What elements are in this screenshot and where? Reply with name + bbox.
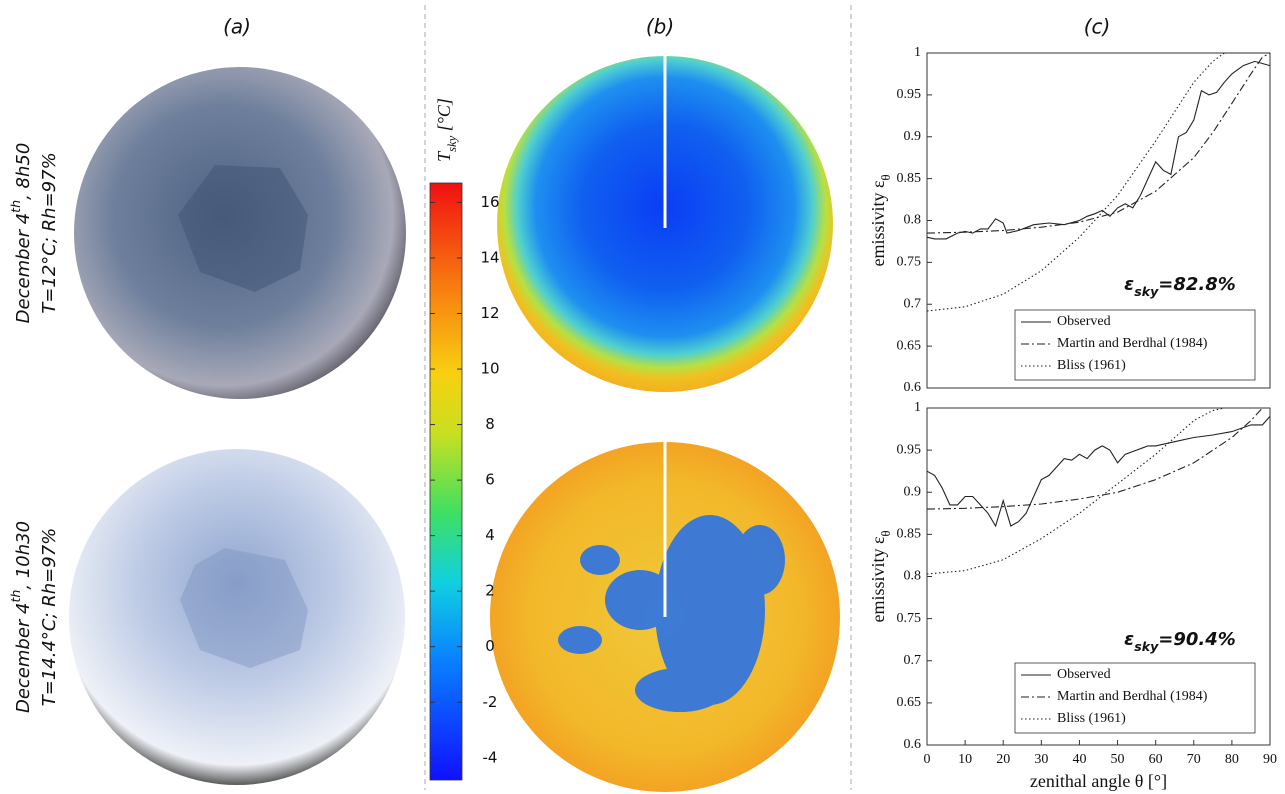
colorbar-title: Tsky [°C] (434, 98, 459, 162)
x-tick-label: 20 (996, 752, 1010, 767)
legend-label: Observed (1057, 314, 1111, 329)
annotation-part: sky (1134, 639, 1159, 654)
colorbar-tick-label: 16 (480, 193, 499, 211)
figure: (a)(b)(c)December 4th, 8h50T=12°C; Rh=97… (0, 0, 1285, 794)
colorbar-tick-label: 0 (485, 637, 495, 655)
y-tick-label: 0.9 (904, 129, 922, 144)
legend-label: Bliss (1961) (1057, 711, 1126, 726)
y-tick-label: 1 (914, 45, 921, 60)
series-line (927, 61, 1270, 239)
y-tick-label: 0.75 (897, 255, 922, 270)
y-tick-label: 0.85 (897, 171, 922, 186)
colorbar-title-part: [°C] (434, 98, 454, 136)
series-line (927, 408, 1262, 509)
annotation: εsky=82.8% (1124, 274, 1236, 299)
panel-label: (a) (223, 15, 251, 39)
legend-label: Martin and Berdhal (1984) (1057, 336, 1208, 351)
y-axis-label-part: θ (879, 530, 893, 536)
series-line (927, 416, 1270, 526)
colorbar-tick-label: 14 (480, 248, 499, 266)
series-line (927, 408, 1224, 574)
y-axis-label: emissivity εθ (868, 174, 893, 266)
y-tick-label: 0.8 (904, 569, 922, 584)
x-axis-label: zenithal angle θ [°] (1030, 771, 1167, 791)
caption-part: December 4 (13, 603, 34, 714)
y-axis-label: emissivity εθ (868, 530, 893, 622)
y-tick-label: 0.9 (904, 484, 922, 499)
x-tick-label: 90 (1263, 752, 1277, 767)
panel-label: (b) (646, 15, 674, 39)
y-tick-label: 0.65 (897, 695, 922, 710)
caption-part: th (8, 200, 23, 213)
colorbar (430, 183, 462, 780)
x-tick-label: 0 (924, 752, 931, 767)
y-tick-label: 0.7 (904, 653, 922, 668)
colorbar-tick-label: -2 (483, 693, 498, 711)
colorbar-title-part: sky (445, 135, 459, 151)
caption: T=12°C; Rh=97% (39, 152, 60, 313)
x-tick-label: 40 (1072, 752, 1086, 767)
y-tick-label: 0.95 (897, 442, 922, 457)
y-axis-label-part: emissivity ε (868, 180, 888, 267)
caption: T=14.4°C; Rh=97% (39, 528, 60, 707)
x-tick-label: 50 (1111, 752, 1125, 767)
x-tick-label: 70 (1187, 752, 1201, 767)
x-tick-label: 60 (1149, 752, 1163, 767)
y-tick-label: 0.8 (904, 213, 922, 228)
y-tick-label: 0.7 (904, 296, 922, 311)
colorbar-tick-label: 12 (480, 304, 499, 322)
annotation: εsky=90.4% (1124, 629, 1236, 654)
y-tick-label: 0.6 (904, 737, 922, 752)
caption: December 4th, 10h30 (8, 521, 34, 713)
y-tick-label: 0.95 (897, 87, 922, 102)
x-tick-label: 10 (958, 752, 972, 767)
colorbar-tick-label: 2 (485, 582, 495, 600)
annotation-part: sky (1134, 284, 1159, 299)
y-tick-label: 0.6 (904, 380, 922, 395)
panel-label: (c) (1084, 15, 1111, 39)
series-line (927, 53, 1270, 233)
colorbar-tick-label: 8 (485, 415, 495, 433)
y-tick-label: 1 (914, 400, 921, 415)
y-tick-label: 0.65 (897, 338, 922, 353)
caption-part: , 8h50 (13, 143, 34, 200)
caption-part: , 10h30 (13, 521, 34, 590)
annotation-part: =82.8% (1158, 274, 1236, 295)
colorbar-tick-label: 6 (485, 471, 495, 489)
annotation-part: =90.4% (1158, 629, 1236, 650)
y-axis-label-part: emissivity ε (868, 536, 888, 623)
caption-part: December 4 (13, 213, 34, 324)
colorbar-tick-label: 4 (485, 526, 495, 544)
caption: December 4th, 8h50 (8, 143, 34, 324)
legend-label: Observed (1057, 667, 1111, 682)
x-tick-label: 80 (1225, 752, 1239, 767)
x-tick-label: 30 (1034, 752, 1048, 767)
annotation-part: ε (1124, 274, 1134, 295)
caption-part: th (8, 590, 23, 603)
y-tick-label: 0.85 (897, 527, 922, 542)
series-line (927, 53, 1270, 311)
colorbar-tick-label: 10 (480, 360, 499, 378)
y-tick-label: 0.75 (897, 611, 922, 626)
legend-label: Martin and Berdhal (1984) (1057, 689, 1208, 704)
colorbar-tick-label: -4 (483, 748, 498, 766)
annotation-part: ε (1124, 629, 1134, 650)
legend-label: Bliss (1961) (1057, 358, 1126, 373)
y-axis-label-part: θ (879, 174, 893, 180)
